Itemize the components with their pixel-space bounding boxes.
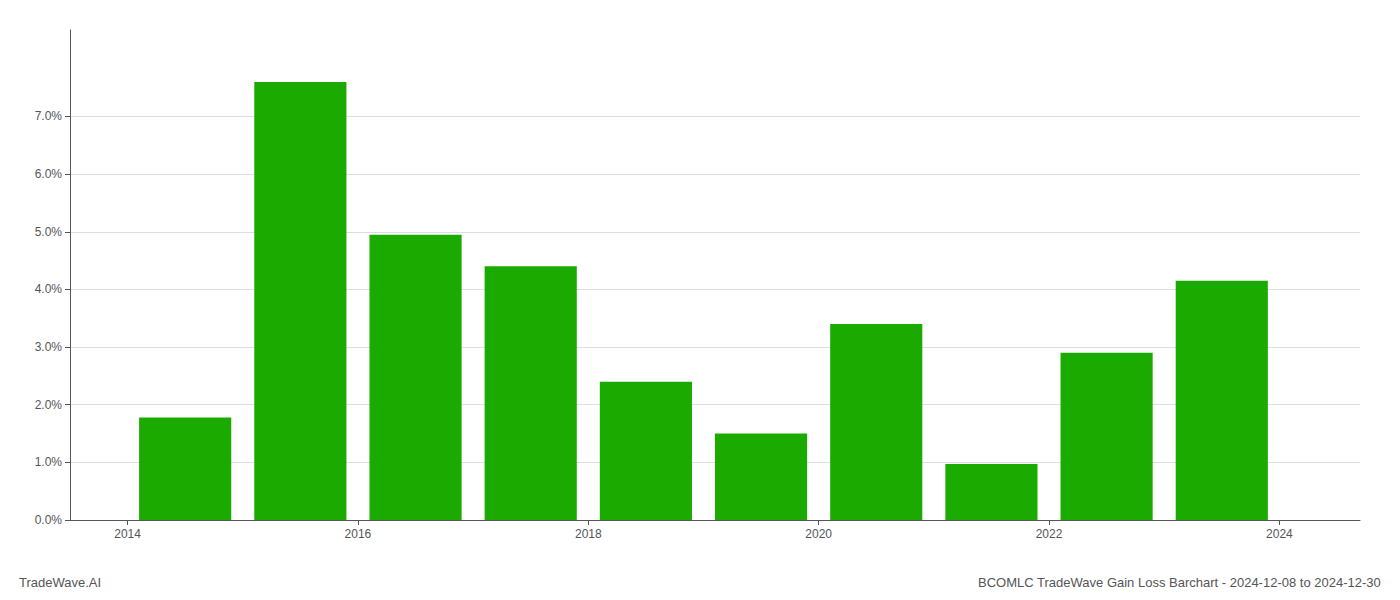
svg-text:2016: 2016 — [345, 527, 372, 541]
svg-text:4.0%: 4.0% — [35, 282, 63, 296]
svg-text:2024: 2024 — [1266, 527, 1293, 541]
svg-text:2020: 2020 — [805, 527, 832, 541]
svg-text:TradeWave.AI: TradeWave.AI — [19, 575, 101, 590]
svg-text:2014: 2014 — [114, 527, 141, 541]
svg-text:1.0%: 1.0% — [35, 455, 63, 469]
svg-text:7.0%: 7.0% — [35, 109, 63, 123]
svg-text:2.0%: 2.0% — [35, 398, 63, 412]
svg-text:3.0%: 3.0% — [35, 340, 63, 354]
svg-text:2022: 2022 — [1036, 527, 1063, 541]
svg-text:5.0%: 5.0% — [35, 225, 63, 239]
svg-text:0.0%: 0.0% — [35, 513, 63, 527]
svg-text:2018: 2018 — [575, 527, 602, 541]
svg-text:6.0%: 6.0% — [35, 167, 63, 181]
svg-text:BCOMLC TradeWave Gain Loss Bar: BCOMLC TradeWave Gain Loss Barchart - 20… — [978, 575, 1381, 590]
